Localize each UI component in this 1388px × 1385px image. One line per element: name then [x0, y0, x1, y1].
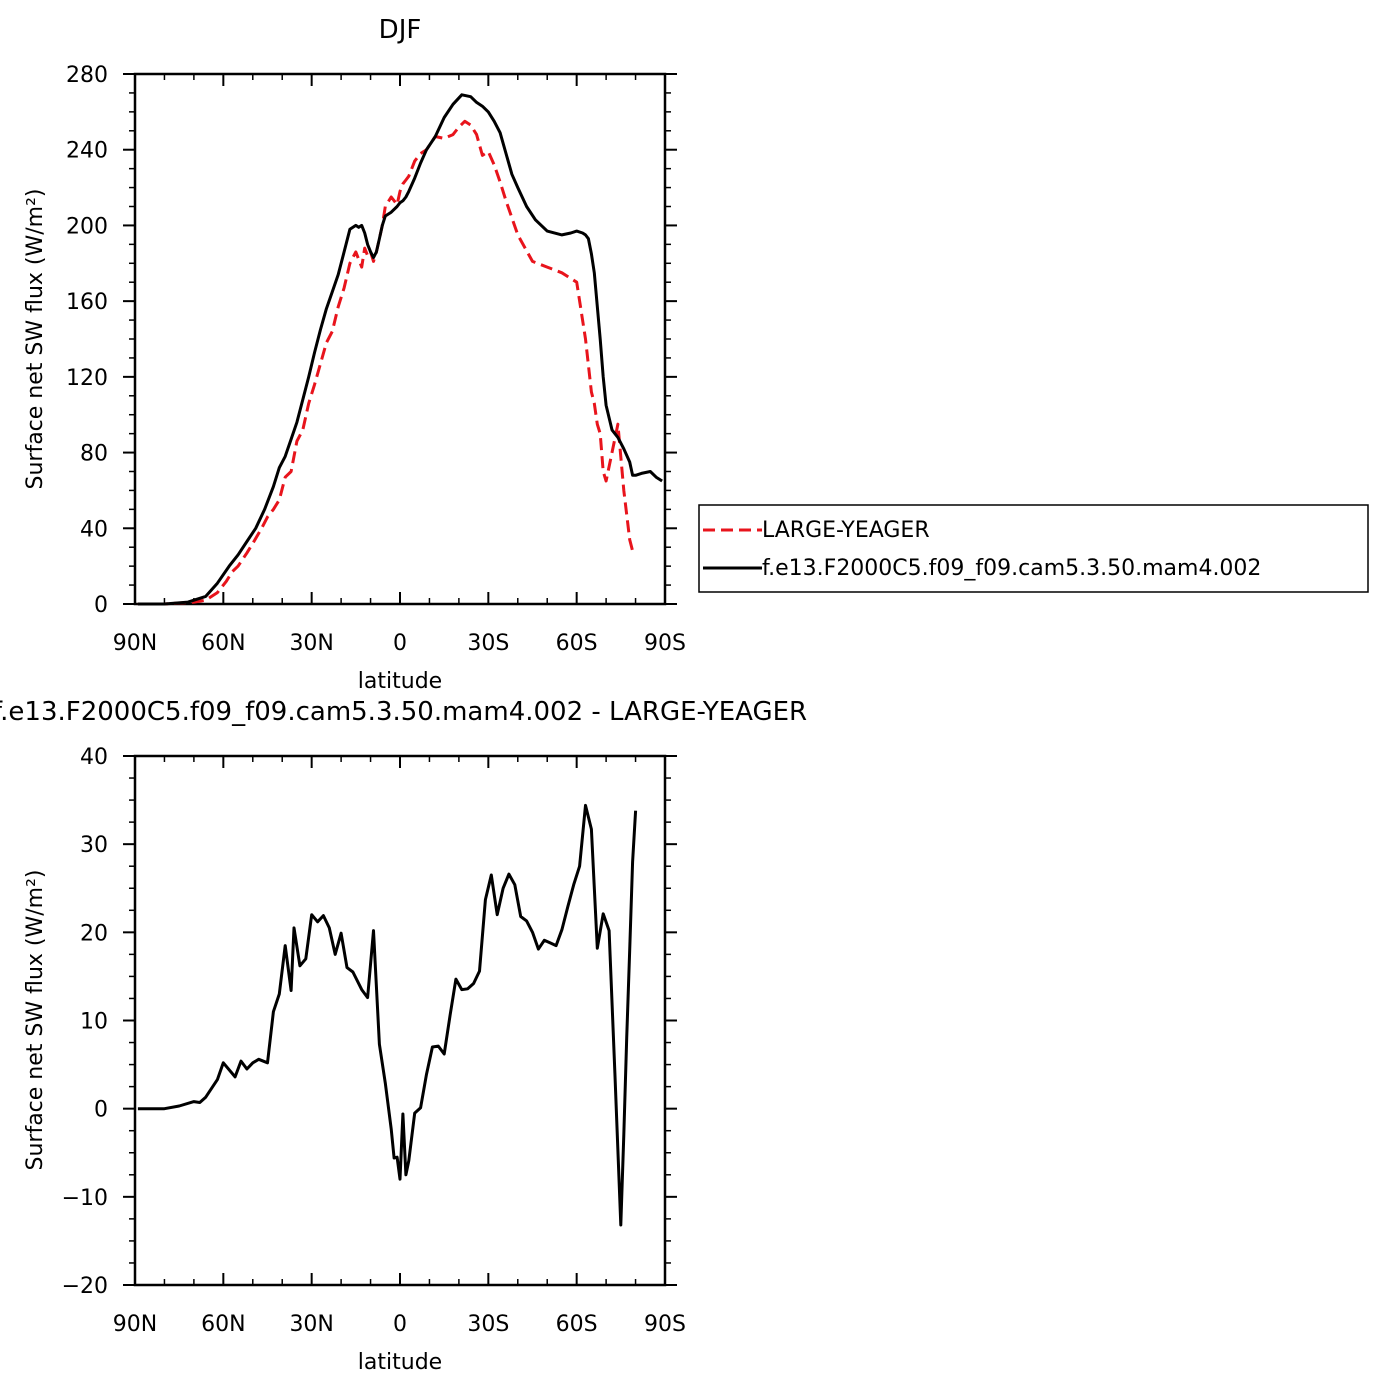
top-axes: 90N 60N 30N 0 30S 60S 90S 0 40 80 120 160 200 240 280	[66, 63, 686, 656]
x-tick-label: 60S	[556, 631, 598, 656]
top-y-axis-label: Surface net SW flux (W/m²)	[23, 188, 48, 489]
y-tick-label: 10	[80, 1010, 108, 1035]
x-tick-label: 90N	[113, 1312, 157, 1337]
x-tick-label: 30S	[467, 1312, 509, 1337]
y-tick-label: 160	[66, 290, 108, 315]
series-line-large-yeager	[137, 119, 635, 606]
top-legend: LARGE-YEAGER f.e13.F2000C5.f09_f09.cam5.…	[698, 504, 1369, 593]
x-tick-label: 90N	[113, 631, 157, 656]
x-tick-label: 60S	[556, 1312, 598, 1337]
series-line-model	[137, 93, 663, 606]
x-tick-label: 90S	[644, 1312, 686, 1337]
bottom-chart: f.e13.F2000C5.f09_f09.cam5.3.50.mam4.002…	[0, 697, 807, 1375]
x-tick-label: 0	[393, 631, 407, 656]
legend-label-large-yeager: LARGE-YEAGER	[762, 518, 930, 543]
y-tick-label: 200	[66, 214, 108, 239]
x-tick-label: 0	[393, 1312, 407, 1337]
x-tick-label: 60N	[201, 1312, 245, 1337]
top-x-axis-label: latitude	[358, 669, 442, 694]
y-tick-label: −20	[62, 1274, 108, 1299]
top-series	[137, 93, 663, 606]
legend-box	[698, 504, 1369, 593]
y-tick-label: 280	[66, 63, 108, 88]
y-tick-label: 40	[80, 745, 108, 770]
x-tick-label: 60N	[201, 631, 245, 656]
y-tick-label: 120	[66, 366, 108, 391]
x-tick-label: 30S	[467, 631, 509, 656]
y-tick-label: 40	[80, 517, 108, 542]
top-chart-title: DJF	[379, 15, 422, 45]
bottom-x-axis-label: latitude	[358, 1350, 442, 1375]
bottom-axes: 90N 60N 30N 0 30S 60S 90S −20 −10 0 10 20 30 40	[62, 745, 686, 1337]
y-tick-label: 0	[94, 1098, 108, 1123]
y-tick-label: 20	[80, 921, 108, 946]
y-tick-label: 30	[80, 833, 108, 858]
series-line-difference	[137, 803, 638, 1227]
x-tick-label: 30N	[289, 1312, 333, 1337]
y-tick-label: 240	[66, 139, 108, 164]
bottom-plot-frame	[133, 754, 667, 1287]
legend-label-model: f.e13.F2000C5.f09_f09.cam5.3.50.mam4.002	[762, 556, 1261, 581]
y-tick-label: 0	[94, 593, 108, 618]
y-tick-label: 80	[80, 442, 108, 467]
bottom-chart-title: f.e13.F2000C5.f09_f09.cam5.3.50.mam4.002…	[0, 697, 807, 727]
y-tick-label: −10	[62, 1186, 108, 1211]
x-tick-label: 90S	[644, 631, 686, 656]
x-tick-label: 30N	[289, 631, 333, 656]
top-chart: DJF 90N 60N 30N 0 30S 60S 90S 0 40 80 120 160 200 240…	[23, 15, 1369, 694]
bottom-y-axis-label: Surface net SW flux (W/m²)	[23, 869, 48, 1170]
bottom-series	[137, 803, 638, 1227]
